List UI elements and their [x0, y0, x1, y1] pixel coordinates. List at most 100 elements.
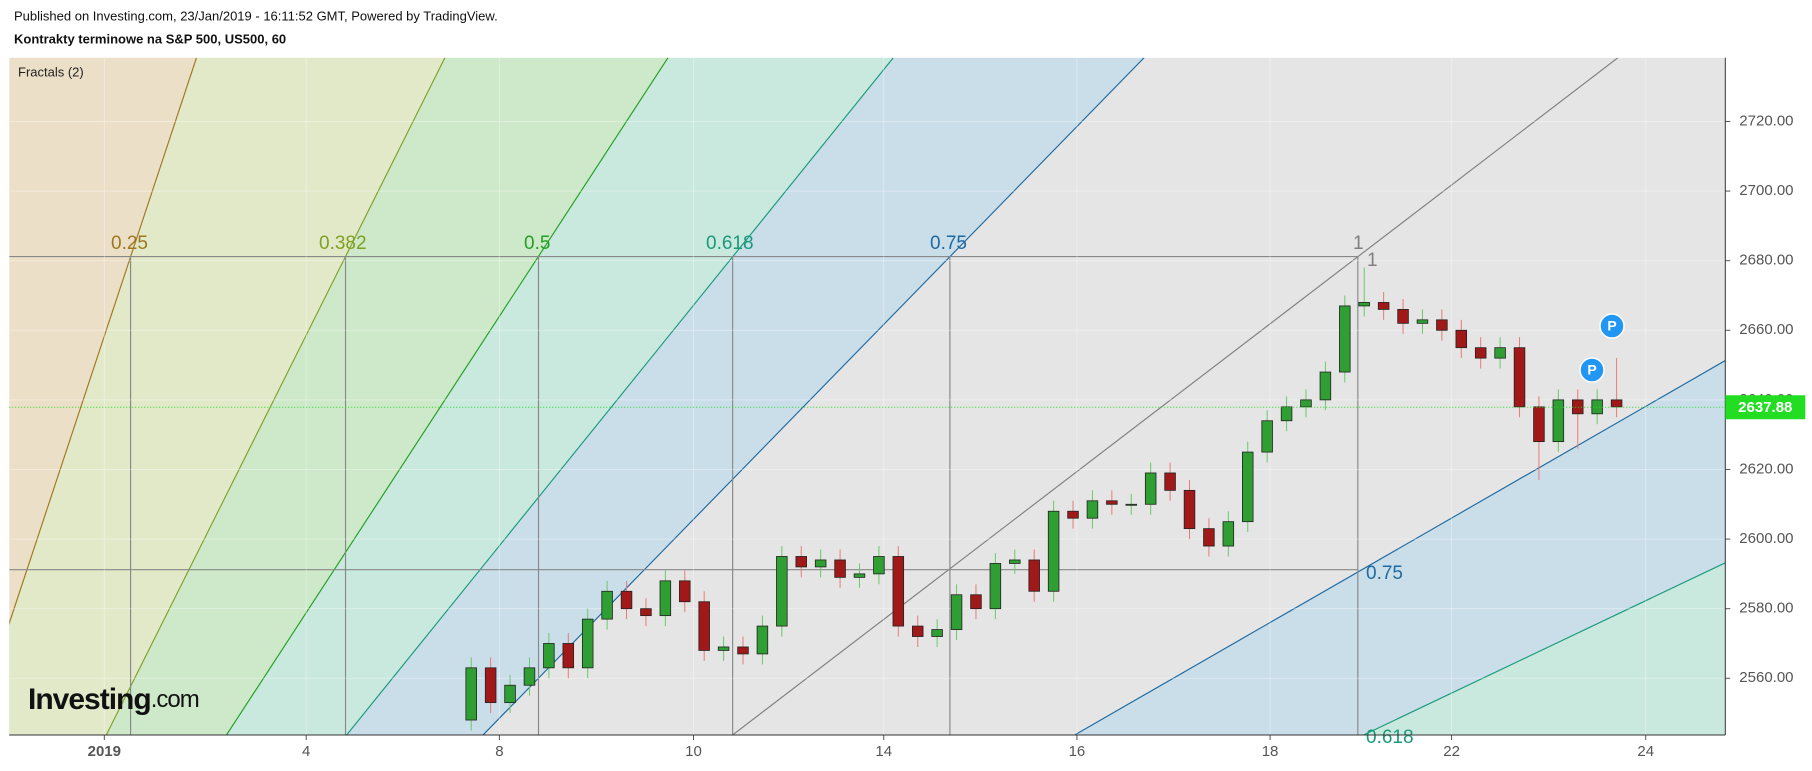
candle-body: [776, 556, 788, 627]
candle-body: [853, 573, 866, 578]
candle-body: [620, 590, 633, 610]
fib-label: 0.618: [706, 233, 754, 254]
fan-line: [130, 256, 1359, 735]
candle-body: [892, 556, 905, 627]
candle-body: [1047, 510, 1060, 592]
y-tick-label: 2660.00: [1739, 321, 1793, 338]
fan-band: [226, 57, 894, 735]
grid: [9, 57, 1726, 735]
x-tick-label: 14: [875, 743, 892, 760]
fan-line: [346, 57, 894, 735]
watermark-suffix: .com: [151, 686, 199, 713]
last-price-label: 2637.88: [1738, 399, 1792, 416]
candle-body: [1183, 489, 1196, 530]
candle-body: [562, 643, 575, 669]
fib-labels: 0.25 0.382 0.5 0.618 0.75 1 1 0.75 0.618: [111, 233, 1414, 748]
fib-label: 0.75: [1366, 563, 1403, 584]
pivot-marker: [1599, 313, 1625, 339]
candle-body: [873, 556, 885, 575]
candle-body: [679, 580, 691, 603]
x-tick-label: 4: [302, 743, 310, 760]
candle-body: [1533, 406, 1545, 443]
candle-body: [1067, 510, 1079, 519]
axes: 2560.002580.002600.002620.002640.002660.…: [9, 57, 1806, 760]
candle-body: [484, 667, 497, 704]
candle-body: [1125, 503, 1138, 506]
pivot-marker: [1579, 357, 1605, 383]
fib-fan: [9, 57, 1726, 735]
candle-body: [1416, 319, 1429, 324]
y-tick-label: 2560.00: [1739, 669, 1793, 686]
pivot-markers: P P: [1579, 313, 1625, 383]
candle-body: [989, 563, 1002, 610]
candle-body: [640, 608, 652, 617]
candle-body: [931, 629, 943, 637]
fan-band: [9, 57, 197, 735]
last-price-box: [1725, 395, 1806, 420]
candle-body: [1436, 319, 1448, 331]
candle-body: [756, 625, 769, 655]
fib-label: 0.618: [1366, 727, 1414, 748]
x-tick-label: 22: [1443, 743, 1460, 760]
candle-body: [717, 646, 730, 651]
fib-label: 1: [1367, 250, 1378, 271]
candle-body: [1377, 302, 1390, 310]
candle-body: [1164, 472, 1176, 491]
candle-body: [1300, 399, 1312, 408]
y-tick-label: 2700.00: [1739, 182, 1793, 199]
candle-body: [1106, 500, 1118, 505]
y-tick-label: 2680.00: [1739, 252, 1793, 269]
symbol-title: Kontrakty terminowe na S&P 500, US500, 6…: [14, 31, 286, 46]
fan-band: [346, 57, 1145, 735]
candle-body: [911, 625, 924, 637]
candle-body: [543, 643, 555, 669]
candle-body: [1280, 406, 1293, 422]
x-tick-label: 18: [1262, 743, 1279, 760]
fan-band: [9, 57, 445, 735]
candle-body: [737, 646, 749, 655]
candle-body: [1455, 329, 1468, 349]
candle-body: [1261, 420, 1273, 453]
candle-body: [581, 618, 594, 669]
y-tick-label: 2720.00: [1739, 112, 1793, 129]
candle-body: [1144, 472, 1157, 505]
candle-body: [1203, 528, 1215, 547]
published-note: Published on Investing.com, 23/Jan/2019 …: [14, 8, 498, 23]
candle-body: [1494, 347, 1506, 359]
fib-label: 0.25: [111, 233, 148, 254]
fib-label: 1: [1353, 233, 1364, 254]
y-tick-label: 2580.00: [1739, 600, 1793, 617]
candle-body: [523, 667, 536, 686]
candle-body: [950, 594, 963, 630]
fib-label: 0.5: [524, 233, 550, 254]
candle-body: [1474, 347, 1487, 359]
candle-body: [504, 684, 516, 704]
watermark: Investing.com: [28, 683, 199, 716]
candle-body: [1397, 309, 1409, 324]
candle-body: [601, 590, 613, 620]
candle-body: [1222, 521, 1235, 547]
candle-body: [698, 601, 710, 651]
candles: [9, 267, 1726, 731]
x-tick-label: 10: [685, 743, 702, 760]
fan-band: [106, 57, 668, 735]
candle-body: [1610, 399, 1623, 408]
candle-body: [1552, 399, 1565, 443]
candle-body: [795, 556, 807, 568]
candle-body: [659, 580, 672, 617]
candle-body: [1028, 559, 1040, 592]
indicator-label: Fractals (2): [18, 64, 84, 79]
fib-label: 0.75: [930, 233, 967, 254]
y-tick-label: 2620.00: [1739, 460, 1793, 477]
x-tick-label: 8: [495, 743, 503, 760]
watermark-brand: Investing: [28, 683, 151, 716]
x-tick-label: 2019: [88, 743, 121, 760]
candle-body: [1319, 371, 1332, 401]
fan-line: [105, 57, 446, 735]
fan-line: [226, 57, 669, 735]
x-tick-label: 16: [1069, 743, 1086, 760]
pivot-label: P: [1587, 362, 1596, 378]
candle-body: [1339, 305, 1351, 373]
